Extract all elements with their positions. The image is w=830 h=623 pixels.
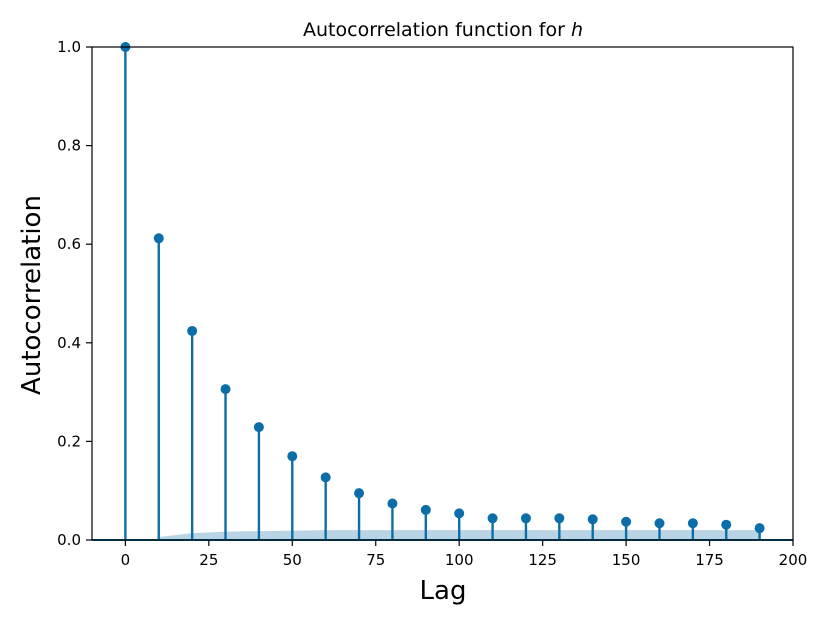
x-axis-label: Lag — [420, 576, 467, 606]
data-point — [387, 498, 398, 509]
x-tick-label: 175 — [695, 551, 724, 569]
x-tick-label: 125 — [528, 551, 557, 569]
data-point — [354, 488, 365, 499]
data-point — [153, 233, 164, 244]
data-point — [520, 513, 531, 524]
data-point — [721, 519, 732, 530]
y-tick-label: 0.6 — [57, 235, 81, 253]
data-point — [487, 513, 498, 524]
x-tick-label: 150 — [612, 551, 641, 569]
plot-frame — [91, 46, 794, 541]
y-tick-label: 1.0 — [57, 38, 81, 56]
x-tick-label: 50 — [283, 551, 302, 569]
data-point — [454, 508, 465, 519]
chart-title-variable: h — [571, 19, 583, 41]
y-axis-label: Autocorrelation — [17, 195, 47, 395]
data-point — [554, 513, 565, 524]
x-tick-label: 75 — [366, 551, 385, 569]
data-point — [754, 523, 765, 534]
x-tick-label: 25 — [199, 551, 218, 569]
data-point — [587, 514, 598, 525]
plot-area — [92, 42, 793, 541]
data-point — [253, 422, 264, 433]
axes: 0 25 50 75 100 125 150 175 200 0.0 0.2 0.4 0.6 0.8 1.0 — [57, 38, 807, 569]
y-tick-label: 0.8 — [57, 137, 81, 155]
data-point — [287, 451, 298, 462]
data-point — [654, 518, 665, 529]
data-point — [687, 518, 698, 529]
y-tick-label: 0.0 — [57, 531, 81, 549]
data-point — [621, 516, 632, 527]
y-tick-label: 0.4 — [57, 334, 81, 352]
x-tick-label: 200 — [779, 551, 808, 569]
data-point — [420, 504, 431, 515]
data-point — [320, 472, 331, 483]
x-tick-label: 100 — [445, 551, 474, 569]
y-tick-label: 0.2 — [57, 432, 81, 450]
data-point — [187, 325, 198, 336]
data-point — [220, 384, 231, 395]
x-tick-label: 0 — [121, 551, 131, 569]
chart-title-text: Autocorrelation function for — [303, 19, 571, 41]
chart-title: Autocorrelation function for h — [303, 19, 583, 41]
